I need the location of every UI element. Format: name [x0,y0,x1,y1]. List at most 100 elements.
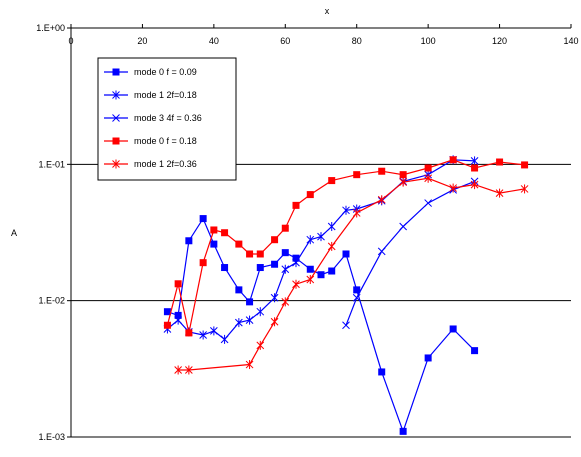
series-line [345,180,475,326]
data-point [292,258,300,268]
legend-entry: mode 0 f = 0.18 [104,136,197,146]
data-point [199,259,207,267]
data-point [221,264,229,272]
data-point [246,298,254,306]
data-point [521,161,529,169]
data-point [199,330,207,340]
data-point [271,260,279,268]
data-point [352,208,361,218]
y-ticks: 1.E+00 1.E-01 1.E-02 1.E-03 [36,23,71,442]
legend-marker [112,68,120,76]
data-point [306,274,315,284]
legend-entry: mode 1 2f=0.36 [104,159,197,169]
legend-entry: mode 0 f = 0.09 [104,67,197,77]
x-tick-label: 60 [280,36,290,46]
data-point [245,315,254,325]
data-point [245,360,254,370]
data-point [353,171,361,179]
data-point [281,249,289,257]
data-point [174,365,182,375]
data-point [424,173,432,183]
data-point [235,240,243,248]
data-point [281,297,290,307]
x-axis-label: x [325,6,330,16]
data-point [352,293,361,302]
y-tick-label: 1.E+00 [36,23,65,33]
data-point [520,184,529,194]
legend-label: mode 0 f = 0.09 [134,67,197,77]
data-point [235,318,243,328]
data-point [495,188,504,198]
data-point [317,271,325,279]
series-3 [163,156,529,337]
legend-marker [112,137,120,145]
data-point [496,158,504,166]
x-tick-label: 120 [492,36,507,46]
data-point [210,326,218,336]
legend-label: mode 3 4f = 0.36 [134,113,202,123]
data-point [378,368,386,376]
series-line [167,159,475,341]
data-point [378,167,386,175]
data-point [449,156,457,164]
legend: mode 0 f = 0.09 mode 1 2f=0.18 mode 3 4f =… [97,57,237,181]
data-point [292,279,300,289]
data-point [199,215,207,223]
data-point [306,191,314,199]
data-point [210,240,218,248]
x-tick-label: 20 [137,36,147,46]
data-point [163,308,171,316]
data-point [256,264,264,272]
series-0 [163,215,479,435]
data-point [306,235,315,245]
data-point [327,241,336,251]
data-point [424,164,432,172]
x-tick-label: 100 [421,36,436,46]
y-tick-label: 1.E-01 [38,159,65,169]
data-point [270,293,279,303]
legend-marker [112,159,120,169]
series-line [166,159,525,334]
x-tick-label: 40 [209,36,219,46]
data-point [424,199,432,207]
data-point [281,224,289,232]
y-tick-label: 1.E-03 [38,432,65,442]
data-point [353,286,361,294]
data-point [399,222,407,231]
data-point [424,354,432,362]
x-tick-label: 0 [68,36,73,46]
data-point [317,232,325,242]
data-point [292,201,300,209]
data-point [281,264,290,274]
data-point [174,315,182,325]
data-point [328,177,336,185]
series-1 [163,155,479,344]
legend-entry: mode 3 4f = 0.36 [104,113,202,123]
legend-entry: mode 1 2f=0.18 [104,90,197,100]
x-tick-label: 140 [563,36,578,46]
legend-box [97,57,237,181]
data-point [220,334,229,344]
series-layer [163,155,529,435]
data-point [342,321,350,330]
data-point [328,267,336,275]
series-line [167,217,476,434]
y-axis-label: A [11,228,17,238]
x-tick-label: 80 [352,36,362,46]
data-point [256,250,264,258]
data-point [185,365,193,375]
legend-label: mode 0 f = 0.18 [134,136,197,146]
series-2 [342,177,479,330]
data-point [342,250,350,258]
data-point [470,156,479,166]
series-4 [174,173,529,375]
x-ticks: 0 20 40 60 80 100 120 140 [68,24,579,46]
legend-marker [112,90,120,100]
data-point [399,177,407,187]
data-point [471,164,479,172]
data-point [210,226,218,234]
data-point [185,237,193,245]
data-point [306,265,314,273]
legend-label: mode 1 2f=0.18 [134,90,197,100]
